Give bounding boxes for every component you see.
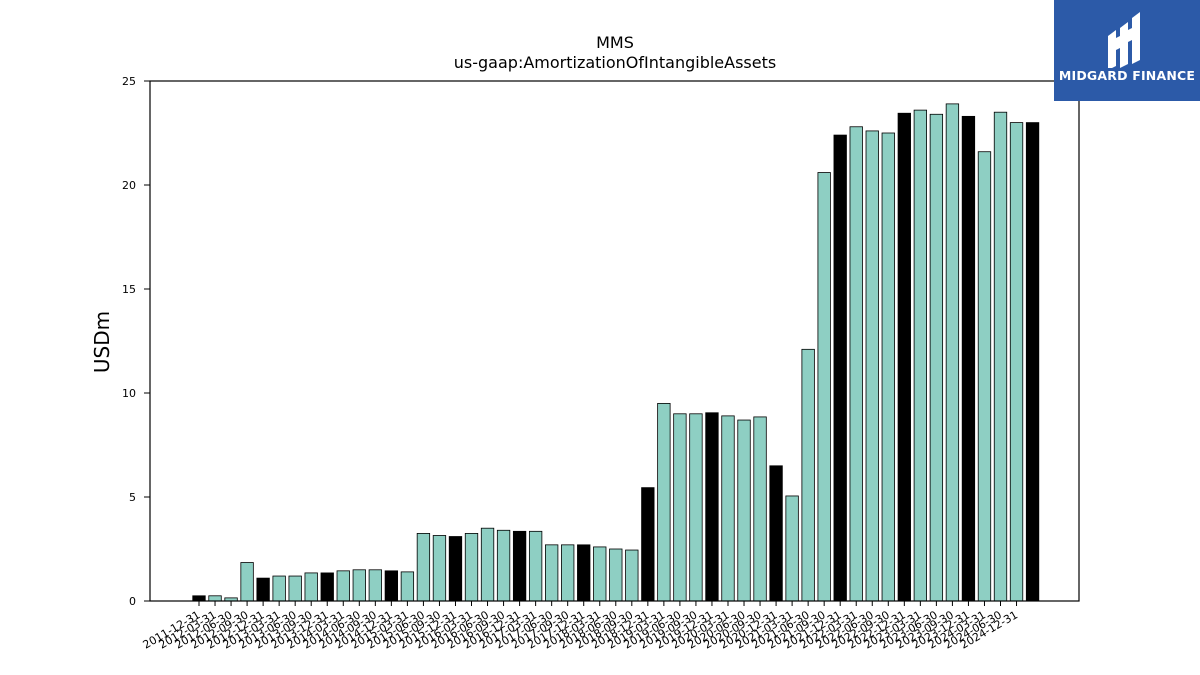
bar	[336, 570, 350, 602]
bar	[977, 151, 992, 602]
logo-text: MIDGARD FINANCE	[1058, 68, 1196, 83]
bar	[1009, 122, 1024, 602]
bar	[641, 487, 655, 602]
y-tick-label: 15	[122, 283, 136, 296]
bar	[272, 575, 286, 602]
y-tick-label: 25	[122, 75, 136, 88]
bar	[512, 530, 527, 602]
bar	[304, 572, 318, 602]
bar	[737, 419, 751, 602]
bar	[689, 413, 703, 602]
y-ticks: 0 5 10 15 20 25	[122, 75, 150, 608]
bar	[865, 130, 879, 602]
bar	[352, 569, 366, 602]
bar	[993, 111, 1008, 602]
bar	[881, 132, 895, 602]
bar	[480, 527, 495, 602]
bar	[929, 113, 944, 602]
bar	[657, 402, 671, 602]
logo-mark-icon	[1108, 12, 1140, 68]
bar	[769, 465, 783, 602]
bar	[400, 571, 415, 602]
bar	[384, 570, 399, 602]
bar	[240, 562, 254, 602]
plot-frame	[149, 80, 1080, 602]
y-tick-label: 0	[129, 595, 136, 608]
bar	[368, 569, 382, 602]
bar	[496, 529, 511, 602]
bar	[593, 546, 607, 602]
bar	[416, 533, 431, 602]
bars-layer	[192, 103, 1040, 602]
bar	[577, 544, 591, 602]
bar	[609, 548, 623, 602]
y-tick-label: 10	[122, 387, 136, 400]
bar	[625, 549, 639, 602]
bar	[961, 115, 976, 602]
midgard-finance-logo: MIDGARD FINANCE	[1054, 0, 1200, 101]
bar	[817, 172, 831, 602]
bar	[1025, 122, 1040, 602]
bar	[705, 412, 719, 602]
bar	[785, 495, 799, 602]
y-axis-label: USDm	[90, 311, 114, 373]
bar	[833, 134, 847, 602]
bar	[913, 109, 927, 602]
bar	[192, 595, 206, 602]
bar	[448, 536, 463, 602]
bar	[849, 126, 863, 602]
bar	[256, 577, 270, 602]
bar	[721, 415, 735, 602]
y-tick-label: 20	[122, 179, 136, 192]
bar	[464, 533, 479, 602]
y-tick-label: 5	[129, 491, 136, 504]
bar	[801, 348, 815, 602]
bar	[288, 575, 302, 602]
bar	[673, 413, 687, 602]
bar	[561, 544, 575, 602]
chart-subtitle: us-gaap:AmortizationOfIntangibleAssets	[454, 53, 776, 72]
bar	[945, 103, 960, 602]
x-ticks: 2011-12-312012-03-312012-06-302012-09-30…	[141, 601, 1020, 652]
bar	[208, 595, 222, 602]
bar	[432, 535, 447, 602]
bar	[320, 572, 334, 602]
bar	[753, 416, 767, 602]
bar	[528, 530, 543, 602]
bar	[545, 544, 559, 602]
bar	[897, 112, 911, 602]
chart-title: MMS	[596, 33, 634, 52]
